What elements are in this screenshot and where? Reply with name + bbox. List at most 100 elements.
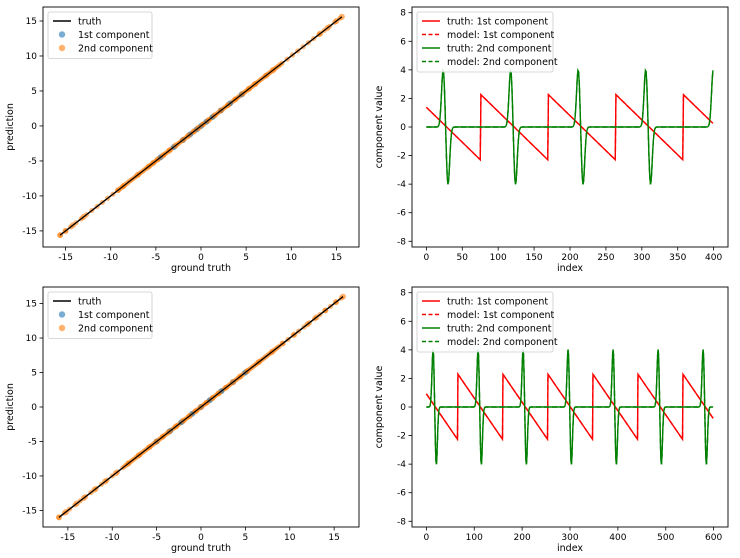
x-tick-label: 350 — [669, 253, 686, 263]
y-tick-label: -5 — [28, 157, 37, 167]
y-axis-label: component value — [374, 365, 385, 448]
x-tick-label: 150 — [525, 253, 542, 263]
plot-area — [55, 293, 347, 521]
x-axis-label: ground truth — [171, 543, 231, 554]
y-axis-label: prediction — [5, 383, 16, 431]
x-tick-label: 300 — [633, 253, 650, 263]
y-tick-label: -8 — [397, 517, 406, 527]
y-tick-label: -4 — [397, 180, 406, 190]
legend-label: model: 1st component — [447, 310, 555, 321]
x-tick-label: 400 — [609, 533, 626, 543]
chart-panel-1: -15 -10 -5 0 5 10 15 -15 -10 -5 0 5 10 15 ground truth… — [5, 6, 360, 274]
legend-swatch — [58, 311, 66, 318]
legend-box — [47, 11, 153, 59]
y-tick-label: 15 — [26, 17, 37, 27]
legend-label: 2nd component — [78, 323, 153, 334]
y-tick-label: -2 — [397, 432, 406, 442]
x-tick-label: 5 — [243, 253, 249, 263]
x-tick-label: 250 — [597, 253, 614, 263]
plot-area — [57, 13, 345, 239]
y-tick-label: 5 — [31, 369, 37, 379]
legend-swatch — [58, 31, 66, 38]
legend-label: model: 2nd component — [447, 337, 558, 348]
legend: truth: 1st component model: 1st component… — [416, 11, 558, 73]
legend-label: model: 2nd component — [447, 57, 558, 68]
legend-item: truth: 2nd component — [422, 43, 552, 54]
y-tick-label: 4 — [400, 346, 406, 356]
legend-label: truth: 2nd component — [447, 43, 552, 54]
x-tick-label: 400 — [705, 253, 722, 263]
x-tick-label: 300 — [561, 533, 578, 543]
y-tick-label: -5 — [28, 437, 37, 447]
x-tick-label: 100 — [490, 253, 507, 263]
legend-swatch — [58, 324, 66, 332]
x-tick-label: 0 — [198, 533, 204, 543]
legend-item: 2nd component — [58, 323, 153, 334]
legend-item: 1st component — [58, 30, 150, 41]
y-tick-label: 2 — [400, 94, 406, 104]
x-tick-label: -5 — [151, 253, 160, 263]
legend-item: model: 1st component — [422, 30, 555, 41]
x-axis-label: ground truth — [171, 263, 231, 274]
legend-label: truth: 1st component — [447, 296, 548, 307]
legend-label: truth — [78, 296, 101, 307]
y-tick-label: 10 — [26, 52, 38, 62]
plot-area — [425, 349, 714, 465]
x-tick-label: 10 — [286, 253, 298, 263]
legend-item: truth — [53, 16, 101, 27]
truth-line-overlay — [58, 296, 344, 518]
y-tick-label: -10 — [22, 192, 37, 202]
y-tick-label: -10 — [22, 472, 37, 482]
y-tick-label: 10 — [26, 334, 38, 344]
x-axis-label: index — [557, 263, 583, 274]
legend-label: 2nd component — [78, 43, 153, 54]
legend-label: truth: 2nd component — [447, 323, 552, 334]
x-tick-label: -15 — [61, 533, 76, 543]
y-tick-label: 4 — [400, 66, 406, 76]
x-tick-label: -15 — [58, 253, 73, 263]
x-tick-label: -10 — [105, 533, 120, 543]
x-tick-label: 500 — [657, 533, 674, 543]
legend-item: truth: 1st component — [422, 16, 548, 27]
y-tick-label: 6 — [400, 317, 406, 327]
series-line-model-2nd-component — [426, 349, 714, 465]
y-tick-label: 0 — [400, 123, 406, 133]
x-tick-label: 50 — [457, 253, 469, 263]
chart-panel-2: 0 50 100 150 200 250 300 350 400 -8 -6 -4 -2 0 2 4 6 8 ind… — [374, 6, 729, 274]
legend-item: model: 2nd component — [422, 57, 558, 68]
y-tick-label: 6 — [400, 37, 406, 47]
x-tick-label: 0 — [423, 253, 429, 263]
legend-item: 2nd component — [58, 43, 153, 54]
x-tick-label: 100 — [466, 533, 483, 543]
legend-item: truth: 2nd component — [422, 323, 552, 334]
y-tick-label: -6 — [397, 209, 406, 219]
x-tick-label: 5 — [243, 533, 249, 543]
chart-panel-3: -15 -10 -5 0 5 10 15 -15 -10 -5 0 5 10 15 ground truth… — [5, 286, 360, 554]
x-tick-label: 15 — [331, 253, 342, 263]
legend: truth 1st component 2nd component — [47, 291, 153, 339]
legend-label: 1st component — [78, 30, 150, 41]
legend-label: truth: 1st component — [447, 16, 548, 27]
truth-line-overlay — [59, 16, 343, 236]
x-tick-label: -10 — [103, 253, 118, 263]
x-tick-label: 200 — [561, 253, 578, 263]
legend: truth: 1st component model: 1st component… — [416, 291, 558, 353]
plot-area — [425, 67, 714, 185]
y-tick-label: -15 — [22, 506, 37, 516]
chart-panel-4: 0 100 200 300 400 500 600 -8 -6 -4 -2 0 2 4 6 8 index com… — [374, 286, 729, 554]
y-tick-label: 15 — [26, 300, 37, 310]
y-axis-label: component value — [374, 85, 385, 168]
x-tick-label: -5 — [152, 533, 161, 543]
y-tick-label: -8 — [397, 237, 406, 247]
y-tick-label: 0 — [400, 403, 406, 413]
x-tick-label: 600 — [705, 533, 722, 543]
y-axis-label: prediction — [5, 103, 16, 151]
x-tick-label: 15 — [328, 533, 339, 543]
x-tick-label: 0 — [423, 533, 429, 543]
legend-item: truth: 1st component — [422, 296, 548, 307]
series-line-model-1st-component — [425, 93, 714, 162]
legend-box — [416, 11, 554, 73]
legend-box — [47, 291, 153, 339]
legend-label: truth — [78, 16, 101, 27]
